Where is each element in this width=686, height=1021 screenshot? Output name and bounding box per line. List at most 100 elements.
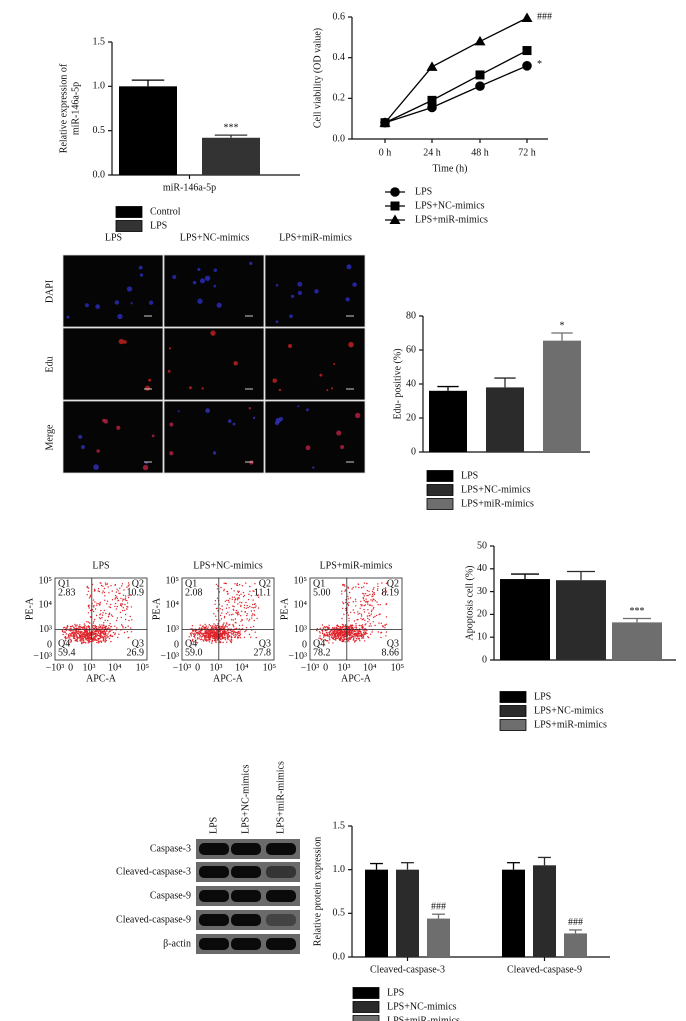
y-tick-label: 1.5 [333, 820, 346, 831]
event-dot [339, 631, 341, 634]
event-dot [62, 627, 65, 629]
event-dot [244, 631, 246, 633]
event-dot [75, 631, 78, 633]
event-dot [104, 632, 106, 635]
event-dot [358, 624, 360, 627]
event-dot [227, 633, 229, 636]
event-dot [228, 635, 231, 637]
significance: ### [537, 11, 552, 22]
event-dot [347, 626, 350, 629]
event-dot [359, 628, 361, 630]
event-dot [237, 614, 239, 616]
cell-nucleus [278, 388, 282, 392]
event-dot [221, 634, 224, 636]
event-dot [212, 627, 215, 630]
event-dot [213, 639, 216, 642]
event-dot [124, 626, 127, 629]
event-dot [62, 633, 64, 636]
bar [564, 933, 587, 957]
event-dot [243, 604, 246, 606]
event-dot [368, 612, 370, 614]
event-dot [107, 615, 110, 618]
event-dot [98, 626, 101, 629]
cell-nucleus [213, 284, 217, 288]
event-dot [237, 636, 240, 639]
event-dot [255, 588, 257, 591]
event-dot [74, 627, 76, 630]
event-dot [102, 585, 104, 587]
event-dot [98, 630, 101, 632]
event-dot [357, 613, 359, 615]
event-dot [121, 603, 124, 605]
quadrant-name: Q4 [185, 638, 197, 649]
event-dot [214, 600, 217, 602]
event-dot [385, 590, 387, 592]
event-dot [227, 629, 229, 632]
event-dot [87, 621, 90, 623]
quadrant-value: 59.4 [58, 647, 76, 658]
event-dot [106, 634, 108, 637]
event-dot [376, 601, 378, 603]
significance: ### [568, 917, 583, 928]
event-dot [332, 636, 335, 638]
cell-nucleus [117, 313, 123, 320]
event-dot [100, 641, 103, 643]
event-dot [190, 634, 192, 636]
error-bar [494, 377, 516, 388]
event-dot [224, 626, 226, 629]
event-dot [89, 622, 91, 624]
event-dot [360, 617, 362, 620]
event-dot [370, 613, 372, 615]
event-dot [325, 634, 327, 637]
quadrant-name: Q3 [259, 638, 271, 649]
event-dot [356, 635, 359, 637]
cell-nucleus [336, 430, 342, 436]
event-dot [233, 634, 235, 636]
event-dot [123, 631, 126, 634]
event-dot [101, 592, 104, 594]
event-dot [351, 630, 354, 632]
event-dot [233, 596, 236, 598]
event-dot [188, 636, 190, 638]
event-dot [114, 605, 116, 608]
event-dot [93, 606, 95, 608]
event-dot [239, 601, 241, 603]
cell-nucleus [232, 422, 236, 426]
event-dot [214, 637, 216, 639]
event-dot [109, 630, 111, 633]
legend-label: LPS [415, 186, 432, 197]
event-dot [104, 627, 106, 629]
y-tick-label: 20 [406, 412, 416, 423]
event-dot [122, 627, 124, 629]
event-dot [78, 627, 80, 629]
event-dot [111, 615, 114, 617]
event-dot [363, 599, 365, 602]
event-dot [205, 631, 207, 633]
x-axis-label: APC-A [86, 673, 117, 684]
event-dot [342, 631, 345, 633]
event-dot [126, 631, 129, 633]
event-dot [238, 634, 240, 637]
event-dot [93, 620, 95, 622]
cell-nucleus [248, 407, 252, 410]
x-tick-label: Cleaved-caspase-3 [370, 964, 445, 975]
event-dot [381, 593, 383, 595]
event-dot [245, 630, 247, 632]
event-dot [61, 630, 64, 633]
event-dot [359, 635, 362, 637]
event-dot [338, 629, 341, 632]
event-dot [321, 638, 323, 640]
event-dot [207, 626, 209, 628]
y-axis-label: Edu- positive (%) [392, 348, 403, 419]
event-dot [377, 585, 379, 588]
event-dot [222, 641, 224, 644]
event-dot [362, 618, 365, 620]
event-dot [120, 597, 122, 600]
significance: * [560, 320, 565, 331]
x-tick-label: 10⁴ [363, 662, 377, 673]
event-dot [117, 600, 119, 602]
event-dot [221, 612, 223, 614]
event-dot [220, 635, 223, 637]
event-dot [122, 594, 125, 596]
cell-nucleus [355, 412, 361, 419]
